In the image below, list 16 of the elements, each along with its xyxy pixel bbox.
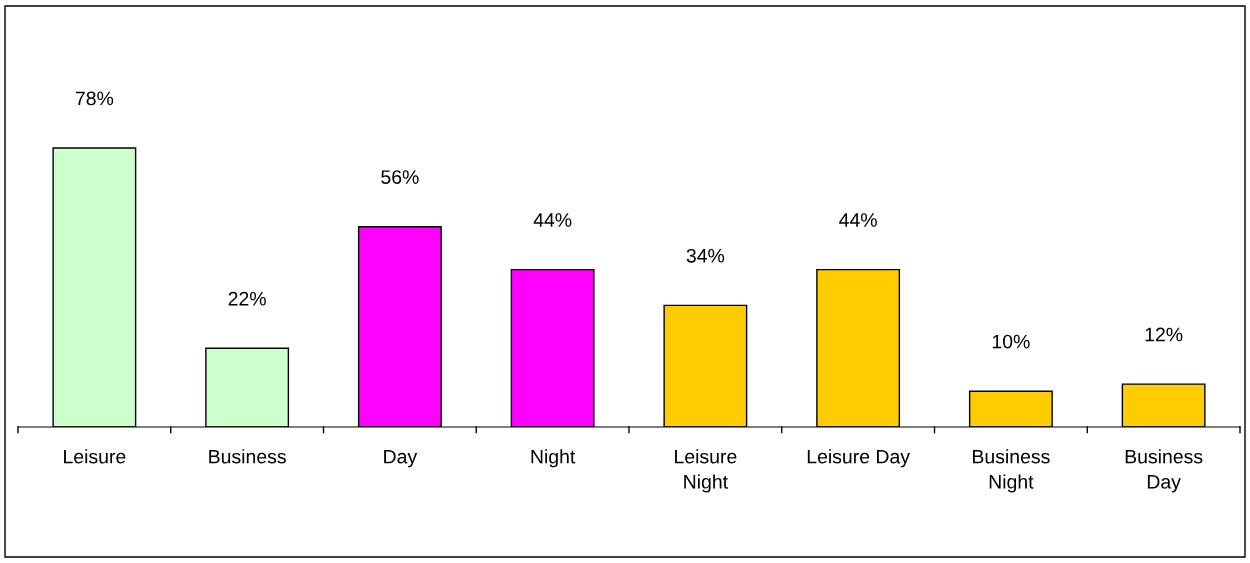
x-tick-label: Night [531, 449, 576, 468]
x-tick-label: Business [209, 449, 286, 464]
data-label: 78% [75, 91, 114, 106]
x-tick-label: Day [384, 449, 418, 468]
data-label: 34% [686, 248, 725, 263]
data-label: 22% [228, 291, 266, 306]
data-label: 12% [1145, 327, 1183, 342]
data-label: 44% [533, 213, 572, 227]
data-label: 44% [839, 213, 877, 227]
x-tick-label: Business Day [1125, 449, 1203, 493]
x-tick-label: Leisure [64, 449, 126, 464]
x-tick-label: Business Night [973, 449, 1050, 493]
x-tick-label: Leisure Night [675, 449, 737, 493]
x-tick-label: Leisure Day [807, 449, 910, 468]
data-label: 10% [992, 334, 1030, 349]
data-label: 56% [381, 170, 419, 184]
